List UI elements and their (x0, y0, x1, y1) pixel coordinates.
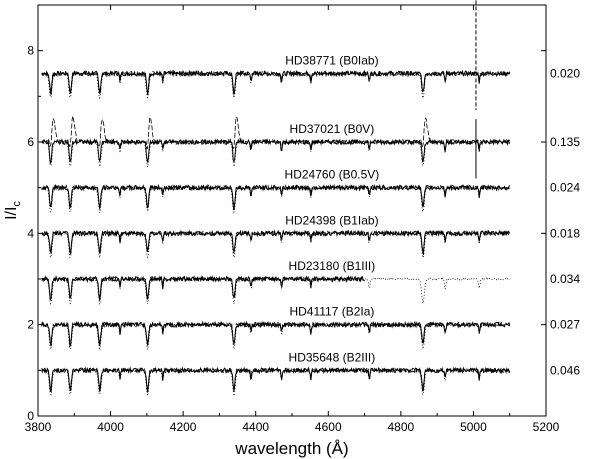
y-axis-title-subscript: c (11, 201, 23, 207)
y-tick-label: 8 (27, 44, 34, 58)
y-axis-title-main: I/I (3, 207, 20, 220)
rms-label: 0.024 (550, 181, 580, 195)
y-tick-label: 6 (27, 135, 34, 149)
series-group (41, 274, 510, 306)
spectrum-line-dotted (41, 185, 510, 214)
series-group (41, 0, 511, 111)
spectrum-line-dashed (41, 183, 510, 208)
x-tick-label: 4400 (242, 420, 269, 434)
rms-label: 0.135 (550, 135, 580, 149)
y-tick-label: 0 (27, 409, 34, 423)
x-tick-label: 4600 (315, 420, 342, 434)
spectrum-line-dotted (41, 368, 510, 396)
rms-label: 0.046 (550, 363, 580, 377)
spectrum-line-dashed (41, 229, 511, 254)
x-tick-label: 5200 (533, 420, 560, 434)
star-label: HD23180 (B1III) (289, 259, 376, 273)
spectrum-line-dotted (41, 322, 510, 351)
rms-label: 0.018 (550, 226, 580, 240)
spectrum-line-dashed (41, 320, 510, 346)
spectrum-line-dotted (41, 140, 511, 168)
star-label: HD37021 (B0V) (290, 122, 375, 136)
star-label: HD41117 (B2Ia) (289, 305, 374, 319)
star-label: HD24398 (B1Iab) (285, 213, 378, 227)
rms-label: 0.027 (550, 318, 580, 332)
series-group (41, 183, 511, 214)
spectrum-line-dashed (41, 366, 511, 390)
y-tick-label: 2 (27, 318, 34, 332)
star-label: HD35648 (B2III) (289, 350, 376, 364)
star-label: HD24760 (B0.5V) (285, 168, 380, 182)
series-group (41, 229, 511, 260)
spectrum-line-dotted (41, 277, 510, 306)
series-layer (41, 0, 511, 396)
spectrum-line-solid (41, 320, 511, 349)
x-tick-label: 3800 (25, 420, 52, 434)
spectrum-line-dashed (41, 275, 365, 299)
spectrum-line-dotted (41, 231, 511, 260)
rms-label: 0.034 (550, 272, 580, 286)
x-axis-title: wavelength (Å) (234, 439, 348, 458)
label-layer: HD38771 (B0Iab) 0.020 HD37021 (B0V) 0.135 HD… (285, 54, 581, 378)
spectrum-line-dotted (41, 71, 510, 100)
spectrum-line-solid (41, 137, 511, 165)
series-group (41, 320, 511, 351)
axis-layer: 3800 4000 4200 4400 4600 4800 5000 5200 0 2 4 6 8 (25, 5, 560, 434)
star-label: HD38771 (B0Iab) (285, 54, 378, 68)
series-group (41, 366, 511, 396)
series-group (41, 115, 511, 179)
y-tick-label: 4 (27, 226, 34, 240)
rms-label: 0.020 (550, 67, 580, 81)
x-tick-label: 5000 (460, 420, 487, 434)
y-axis-title: I/Ic (3, 201, 23, 220)
x-tick-label: 4000 (97, 420, 124, 434)
x-tick-label: 4800 (388, 420, 415, 434)
x-tick-label: 4200 (170, 420, 197, 434)
spectrum-line-dashed (41, 115, 511, 152)
spectrum-line-dashed (41, 69, 510, 94)
